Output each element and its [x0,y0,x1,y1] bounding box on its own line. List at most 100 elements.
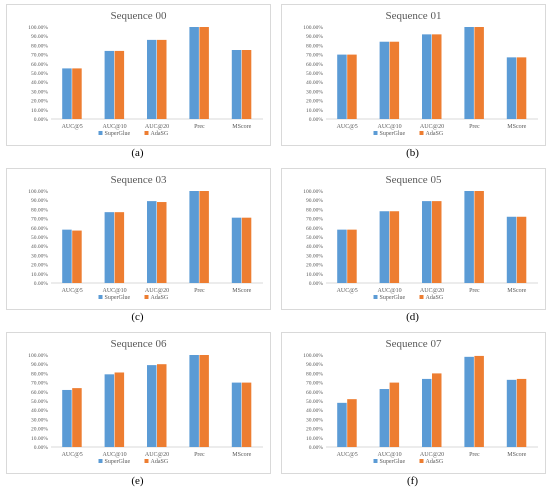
y-tick-label: 60.00% [306,62,323,68]
y-tick-label: 30.00% [306,417,323,423]
y-tick-label: 90.00% [31,362,48,368]
legend-label: SuperGlue [105,459,131,465]
y-tick-label: 50.00% [31,71,48,77]
y-tick-label: 10.00% [31,272,48,278]
bar-adasg [114,50,125,119]
y-tick-label: 10.00% [306,108,323,114]
chart-cell-f: Sequence 07 0.00% 10.00% 20.00% 30.00% 40.00%… [275,328,550,492]
y-tick-label: 80.00% [31,43,48,49]
y-tick-label: 100.00% [28,353,48,359]
y-tick-label: 50.00% [306,399,323,405]
legend-swatch [144,131,149,135]
chart-panel: Sequence 05 0.00% 10.00% 20.00% 30.00% 40.00%… [281,168,546,310]
chart-title: Sequence 01 [386,10,442,22]
legend-label: SuperGlue [380,131,406,137]
y-tick-label: 90.00% [31,198,48,204]
y-tick-label: 80.00% [306,43,323,49]
chart-panel: Sequence 01 0.00% 10.00% 20.00% 30.00% 40.00%… [281,4,546,146]
y-tick-label: 100.00% [303,353,323,359]
legend-swatch [98,131,103,135]
bar-adasg [157,39,167,119]
chart-cell-e: Sequence 06 0.00% 10.00% 20.00% 30.00% 40.00%… [0,328,275,492]
x-tick-label: AUC@10 [377,124,401,130]
chart-title: Sequence 06 [111,338,167,350]
legend-label: AdaSG [426,131,444,137]
chart-title: Sequence 03 [111,174,167,186]
bar-superglue [104,212,115,283]
x-tick-label: Prec [194,124,205,130]
x-tick-label: AUC@20 [420,452,444,458]
chart-title: Sequence 00 [111,10,167,22]
bar-superglue [422,201,432,283]
bar-adasg [347,229,357,283]
y-tick-label: 10.00% [31,436,48,442]
y-tick-label: 30.00% [306,89,323,95]
y-tick-label: 90.00% [306,198,323,204]
bar-adasg [432,34,442,119]
chart-panel: Sequence 07 0.00% 10.00% 20.00% 30.00% 40.00%… [281,332,546,474]
y-tick-label: 100.00% [28,25,48,31]
bar-superglue [337,54,347,119]
x-tick-label: AUC@5 [62,288,83,294]
bar-superglue [379,211,390,283]
y-tick-label: 50.00% [31,235,48,241]
bar-adasg [432,373,442,447]
legend-swatch [98,295,103,299]
y-tick-label: 10.00% [306,272,323,278]
chart-caption: (d) [406,311,419,323]
x-tick-label: MScore [507,452,526,458]
bar-superglue [379,389,390,447]
legend-swatch [144,459,149,463]
y-tick-label: 0.00% [34,445,49,451]
y-tick-label: 30.00% [31,417,48,423]
x-tick-label: Prec [469,288,480,294]
chart-title: Sequence 07 [386,338,442,350]
bar-superglue [464,191,474,283]
legend-label: AdaSG [151,131,169,137]
x-tick-label: AUC@20 [145,452,169,458]
bar-adasg [114,372,125,447]
bar-superglue [231,382,242,447]
y-tick-label: 0.00% [309,445,324,451]
legend-swatch [373,459,378,463]
legend-swatch [373,131,378,135]
bar-adasg [516,216,527,283]
x-tick-label: AUC@20 [145,124,169,130]
y-tick-label: 70.00% [31,217,48,223]
x-tick-label: MScore [507,124,526,130]
bar-adasg [389,41,400,119]
y-tick-label: 60.00% [31,226,48,232]
y-tick-label: 70.00% [306,53,323,59]
legend-label: AdaSG [151,459,169,465]
bar-adasg [347,399,357,447]
legend-label: SuperGlue [380,459,406,465]
bar-adasg [157,202,167,283]
bar-superglue [422,378,432,447]
bar-adasg [199,191,209,283]
y-tick-label: 30.00% [31,253,48,259]
bar-superglue [104,374,115,447]
bar-chart: Sequence 06 0.00% 10.00% 20.00% 30.00% 40.00%… [28,338,263,465]
bar-adasg [241,50,252,119]
bar-superglue [62,389,72,447]
y-tick-label: 20.00% [306,427,323,433]
y-tick-label: 80.00% [306,207,323,213]
y-tick-label: 90.00% [31,34,48,40]
chart-cell-a: Sequence 00 0.00% 10.00% 20.00% 30.00% 40.00%… [0,0,275,164]
chart-panel: Sequence 06 0.00% 10.00% 20.00% 30.00% 40.00%… [6,332,271,474]
y-tick-label: 50.00% [306,235,323,241]
x-tick-label: AUC@10 [377,452,401,458]
y-tick-label: 50.00% [306,71,323,77]
x-tick-label: Prec [194,452,205,458]
bar-adasg [72,388,82,447]
y-tick-label: 60.00% [306,390,323,396]
x-tick-label: AUC@5 [337,452,358,458]
y-tick-label: 60.00% [31,62,48,68]
x-tick-label: AUC@5 [62,452,83,458]
x-tick-label: Prec [469,124,480,130]
bar-adasg [474,27,484,119]
legend-swatch [419,295,424,299]
x-tick-label: AUC@10 [102,288,126,294]
chart-panel: Sequence 00 0.00% 10.00% 20.00% 30.00% 40.00%… [6,4,271,146]
x-tick-label: AUC@20 [420,288,444,294]
